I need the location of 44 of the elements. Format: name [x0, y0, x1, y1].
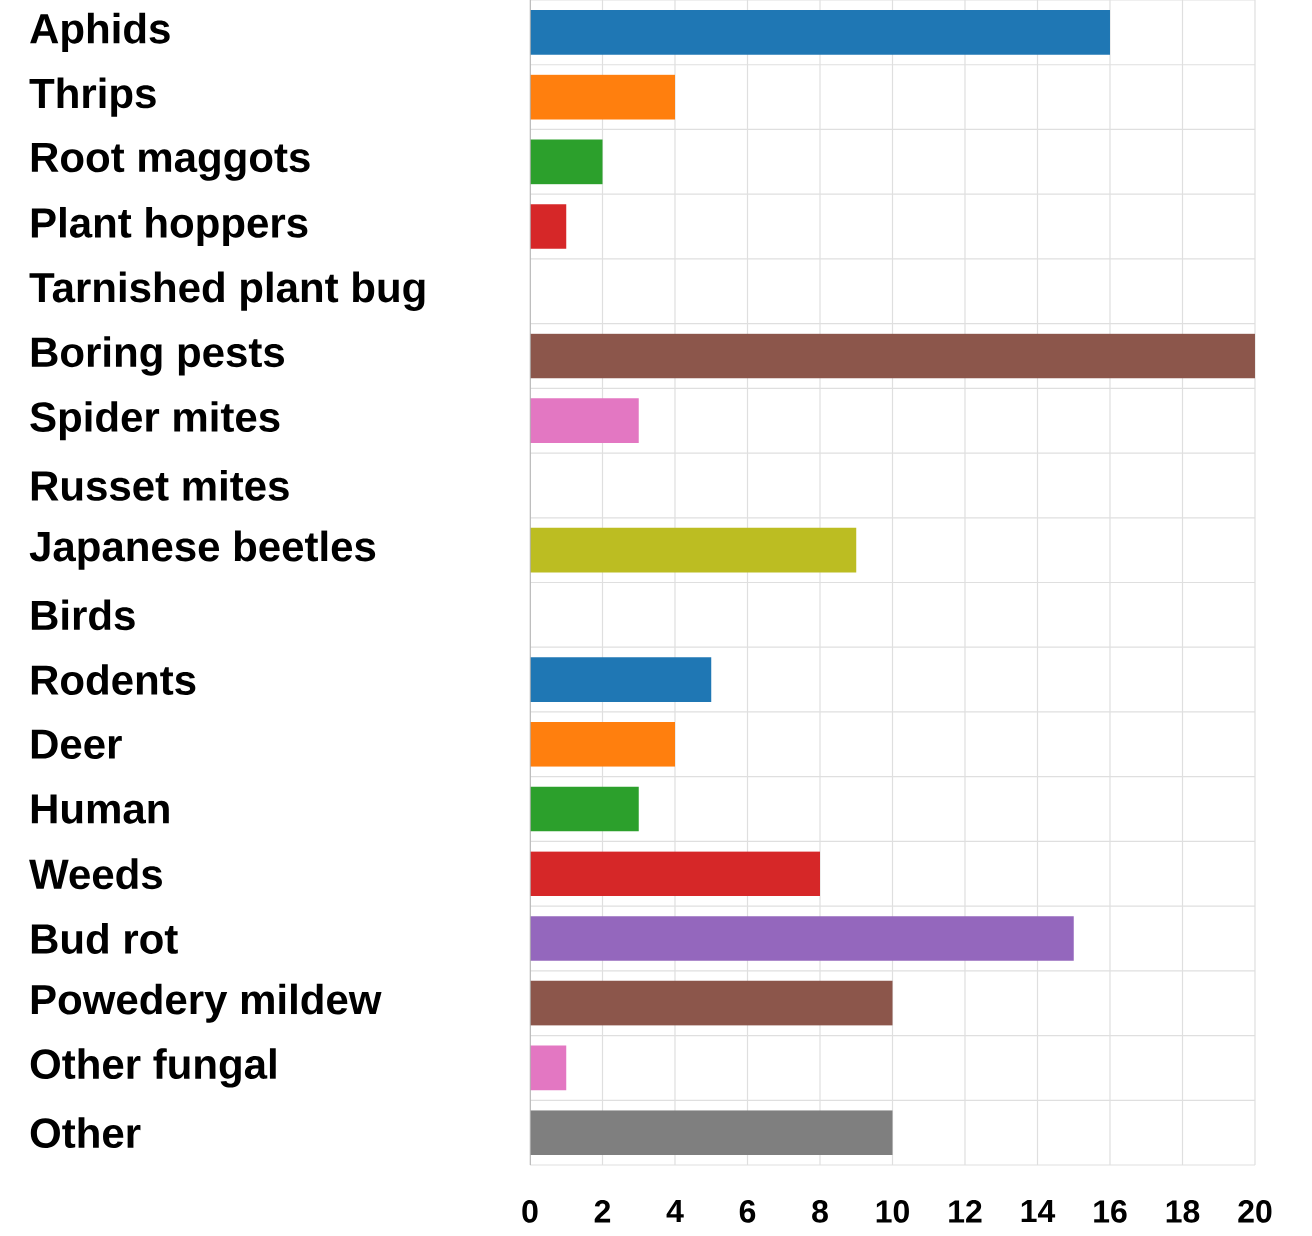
bar — [530, 851, 820, 897]
bar — [530, 721, 675, 767]
bar — [530, 657, 712, 702]
bar — [530, 333, 1255, 379]
x-tick-label: 0 — [522, 1200, 538, 1223]
y-tick-label: Plant hoppers — [31, 206, 308, 247]
bar — [530, 916, 1074, 961]
bar — [530, 139, 603, 185]
bar — [530, 10, 1110, 55]
x-tick-label: 6 — [739, 1200, 756, 1223]
bar — [530, 980, 893, 1026]
y-tick-label: Tarnished plant bug — [29, 271, 425, 311]
bar — [530, 1045, 567, 1091]
x-tick-label: 8 — [812, 1200, 828, 1223]
bar — [530, 527, 857, 573]
x-tick-label: 12 — [949, 1200, 982, 1223]
bar — [530, 74, 675, 120]
x-tick-label: 18 — [1166, 1200, 1200, 1223]
x-tick-label: 10 — [876, 1200, 909, 1223]
y-tick-label: Human — [31, 794, 169, 824]
y-tick-label: Spider mites — [30, 401, 280, 441]
y-tick-label: Root maggots — [31, 142, 310, 181]
y-tick-label: Bud rot — [31, 923, 178, 954]
y-tick-label: Other — [30, 1117, 141, 1149]
y-tick-label: Japanese beetles — [29, 530, 376, 570]
y-tick-label: Weeds — [29, 858, 162, 890]
y-tick-label: Thrips — [29, 77, 156, 117]
y-tick-label: Rodents — [31, 664, 196, 695]
bar — [530, 204, 567, 249]
x-tick-label: 4 — [666, 1200, 684, 1223]
x-tick-label: 16 — [1094, 1200, 1127, 1223]
y-tick-label: Powedery mildew — [31, 983, 382, 1023]
bar — [530, 1110, 893, 1155]
y-tick-label: Deer — [31, 729, 122, 759]
x-tick-label: 20 — [1238, 1200, 1272, 1223]
y-tick-label: Boring pests — [31, 336, 285, 376]
bar — [530, 786, 639, 832]
x-tick-label: 2 — [594, 1200, 611, 1223]
y-tick-label: Russet mites — [31, 470, 289, 501]
y-tick-label: Birds — [31, 599, 135, 631]
y-tick-label: Other fungal — [30, 1048, 276, 1088]
x-tick-label: 14 — [1021, 1200, 1056, 1223]
y-tick-label: Aphids — [30, 12, 170, 52]
bar — [530, 398, 639, 444]
